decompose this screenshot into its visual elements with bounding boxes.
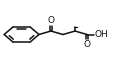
Text: OH: OH [94,30,108,39]
Text: O: O [47,16,54,25]
Text: O: O [84,40,91,49]
